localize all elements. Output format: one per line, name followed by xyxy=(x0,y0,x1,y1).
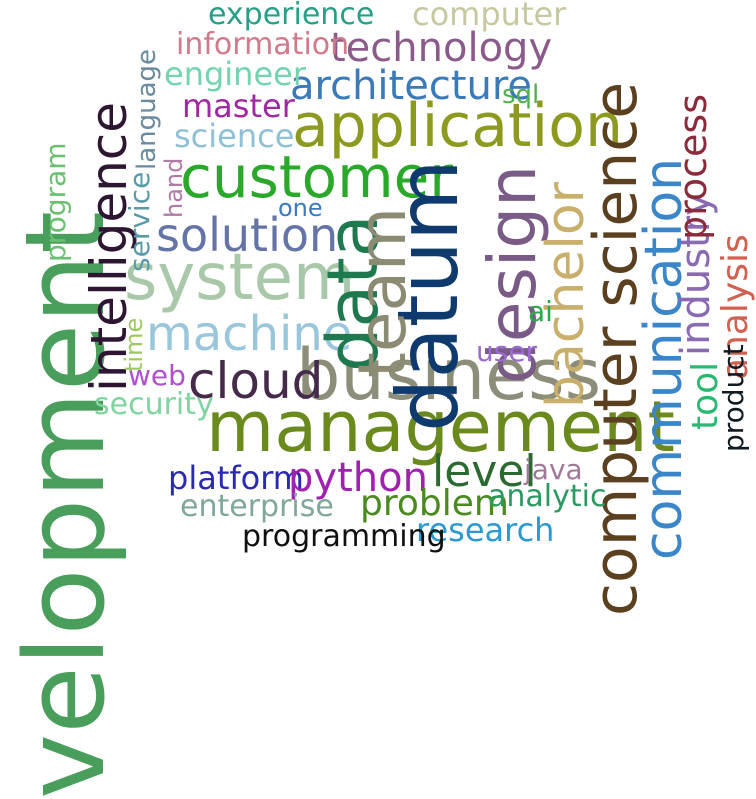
word-security: security xyxy=(94,387,214,422)
word-web: web xyxy=(128,359,186,392)
word-language: language xyxy=(132,48,162,170)
word-problem: problem xyxy=(360,483,509,524)
word-enterprise: enterprise xyxy=(180,489,334,524)
word-solution: solution xyxy=(156,208,339,262)
word-experience: experience xyxy=(208,0,375,32)
word-customer: customer xyxy=(180,143,454,211)
word-java: java xyxy=(524,453,583,486)
word-machine: machine xyxy=(146,306,353,362)
word-product: product xyxy=(717,344,750,452)
word-information: information xyxy=(176,27,350,62)
word-programming: programming xyxy=(242,519,446,554)
word-hand: hand xyxy=(160,157,188,218)
word-level: level xyxy=(432,446,537,497)
word-program: program xyxy=(39,142,72,262)
word-user: user xyxy=(476,335,538,368)
word-computer: computer xyxy=(412,0,567,33)
word-master: master xyxy=(182,87,295,125)
word-sql: sql xyxy=(502,80,540,110)
word-management: management xyxy=(206,386,675,468)
word-team: team xyxy=(344,206,421,378)
word-technology: technology xyxy=(330,25,553,71)
word-research: research xyxy=(416,511,555,549)
word-ai: ai xyxy=(528,295,553,328)
word-time: time xyxy=(120,317,148,372)
word-business: business xyxy=(296,334,602,416)
word-engineer: engineer xyxy=(164,55,306,93)
word-application: application xyxy=(292,91,623,161)
word-process: process xyxy=(671,93,715,240)
word-python: python xyxy=(288,455,428,501)
word-service: service xyxy=(123,171,156,272)
word-architecture: architecture xyxy=(290,63,533,109)
word-science: science xyxy=(174,117,295,155)
word-cloud-term: cloud xyxy=(188,352,324,410)
word-one: one xyxy=(278,194,323,222)
word-analytic: analytic xyxy=(488,479,607,514)
word-platform: platform xyxy=(168,459,304,497)
word-system: system xyxy=(124,241,356,315)
